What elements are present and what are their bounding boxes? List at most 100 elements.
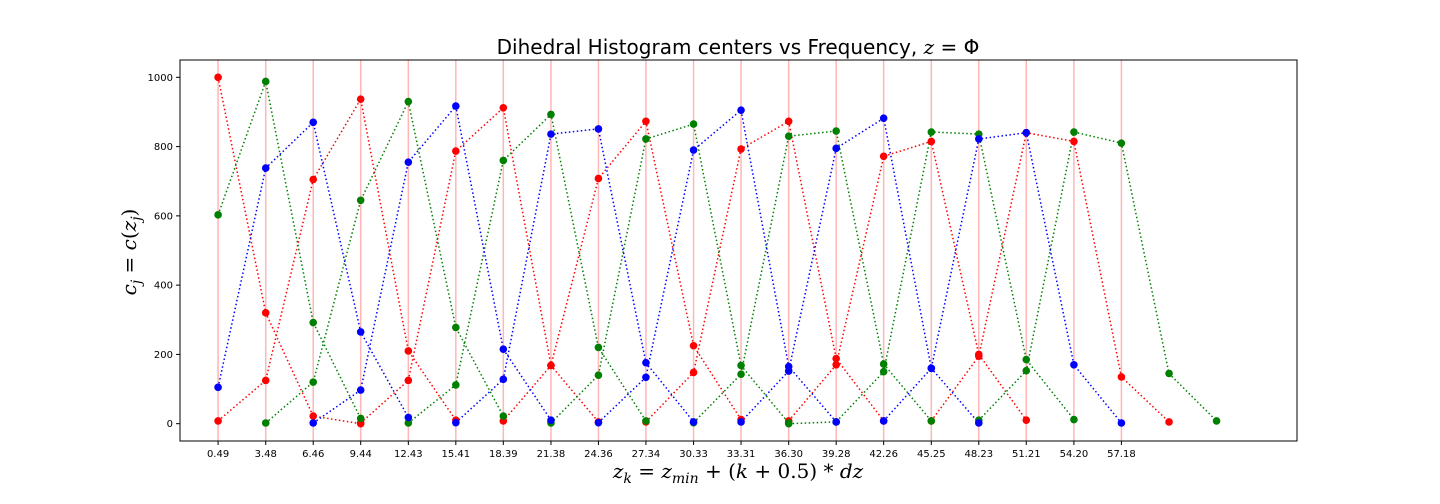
x-tick-label: 27.34 <box>632 449 661 460</box>
data-point <box>594 418 603 427</box>
data-point <box>1070 361 1078 369</box>
data-point <box>309 419 318 427</box>
x-tick-label: 54.20 <box>1060 449 1089 460</box>
data-point <box>927 364 936 373</box>
y-tick-label: 200 <box>154 350 173 361</box>
x-tick-label: 42.26 <box>869 449 898 460</box>
data-point <box>927 417 936 425</box>
data-point <box>832 418 840 426</box>
data-point <box>1022 355 1031 364</box>
series-line <box>455 128 695 424</box>
x-tick-label: 51.21 <box>1012 449 1041 460</box>
data-point <box>1022 128 1031 137</box>
plot-frame <box>179 59 1298 442</box>
y-tick-label: 0 <box>167 419 173 430</box>
data-point <box>927 128 936 136</box>
data-point <box>452 102 460 110</box>
data-point <box>1212 417 1221 425</box>
series-line <box>407 112 647 424</box>
data-point <box>356 386 365 394</box>
data-point <box>214 417 222 425</box>
data-point <box>1070 128 1078 136</box>
data-point <box>1022 416 1031 425</box>
data-point <box>356 95 365 103</box>
series-points <box>214 73 1221 428</box>
data-point <box>737 418 745 426</box>
data-point <box>452 381 460 389</box>
data-point <box>737 145 745 153</box>
data-point <box>974 135 983 143</box>
data-point <box>1117 139 1126 147</box>
data-point <box>832 144 840 153</box>
series-line <box>217 77 361 425</box>
data-point <box>974 419 983 427</box>
data-point <box>499 156 508 165</box>
data-point <box>1022 366 1031 375</box>
data-point <box>214 211 222 219</box>
data-point <box>1165 418 1173 426</box>
data-point <box>737 106 745 115</box>
data-point <box>642 117 650 126</box>
series-lines <box>217 77 1218 425</box>
x-tick-label: 45.25 <box>917 449 946 460</box>
x-tick-label: 6.46 <box>302 449 324 460</box>
data-point <box>594 125 603 133</box>
data-point <box>499 375 508 384</box>
series-line <box>693 130 932 424</box>
y-tick-label: 800 <box>154 142 173 153</box>
histogram-center-lines <box>217 60 1123 441</box>
data-point <box>499 412 508 420</box>
data-point <box>452 147 460 155</box>
chart-title: Dihedral Histogram centers vs Frequency,… <box>497 35 980 59</box>
data-point <box>879 417 888 425</box>
data-point <box>404 97 413 106</box>
data-point <box>547 130 555 138</box>
x-tick-label: 15.41 <box>442 449 471 460</box>
data-point <box>832 127 840 135</box>
data-point <box>261 77 270 86</box>
data-point <box>261 376 270 385</box>
x-tick-label: 24.36 <box>584 449 613 460</box>
series-line <box>788 140 1027 422</box>
data-point <box>879 152 888 161</box>
data-point <box>737 361 745 370</box>
data-point <box>642 135 650 143</box>
data-point <box>784 117 793 126</box>
data-point <box>452 418 460 427</box>
data-point <box>642 373 650 382</box>
data-point <box>689 418 698 426</box>
x-tick-label: 48.23 <box>964 449 993 460</box>
data-point <box>1117 373 1126 381</box>
data-point <box>974 352 983 360</box>
series-line <box>217 97 457 422</box>
x-tick-label: 57.18 <box>1107 449 1136 460</box>
data-point <box>404 347 413 355</box>
data-point <box>499 345 508 354</box>
data-point <box>1070 415 1078 424</box>
x-tick-label: 33.31 <box>727 449 756 460</box>
series-line <box>597 108 837 424</box>
x-tick-label: 39.28 <box>822 449 851 460</box>
data-point <box>261 419 270 427</box>
x-tick-label: 0.49 <box>207 449 229 460</box>
data-point <box>927 137 936 146</box>
series-line <box>265 99 504 424</box>
x-tick-label: 12.43 <box>394 449 423 460</box>
data-point <box>547 110 555 119</box>
data-point <box>547 361 555 370</box>
series-line <box>740 116 980 424</box>
data-point <box>1070 137 1078 146</box>
x-tick-label: 3.48 <box>255 449 277 460</box>
data-point <box>404 158 413 166</box>
data-point <box>689 368 698 377</box>
data-point <box>784 367 793 375</box>
x-tick-label: 9.44 <box>350 449 372 460</box>
data-point <box>404 376 413 385</box>
data-point <box>309 175 318 184</box>
data-point <box>404 419 413 427</box>
x-axis-label: zk = zmin + (k + 0.5) * dz <box>612 459 864 487</box>
data-point <box>879 367 888 376</box>
y-tick-label: 600 <box>154 211 173 222</box>
series-line <box>360 106 599 424</box>
data-point <box>689 120 698 128</box>
